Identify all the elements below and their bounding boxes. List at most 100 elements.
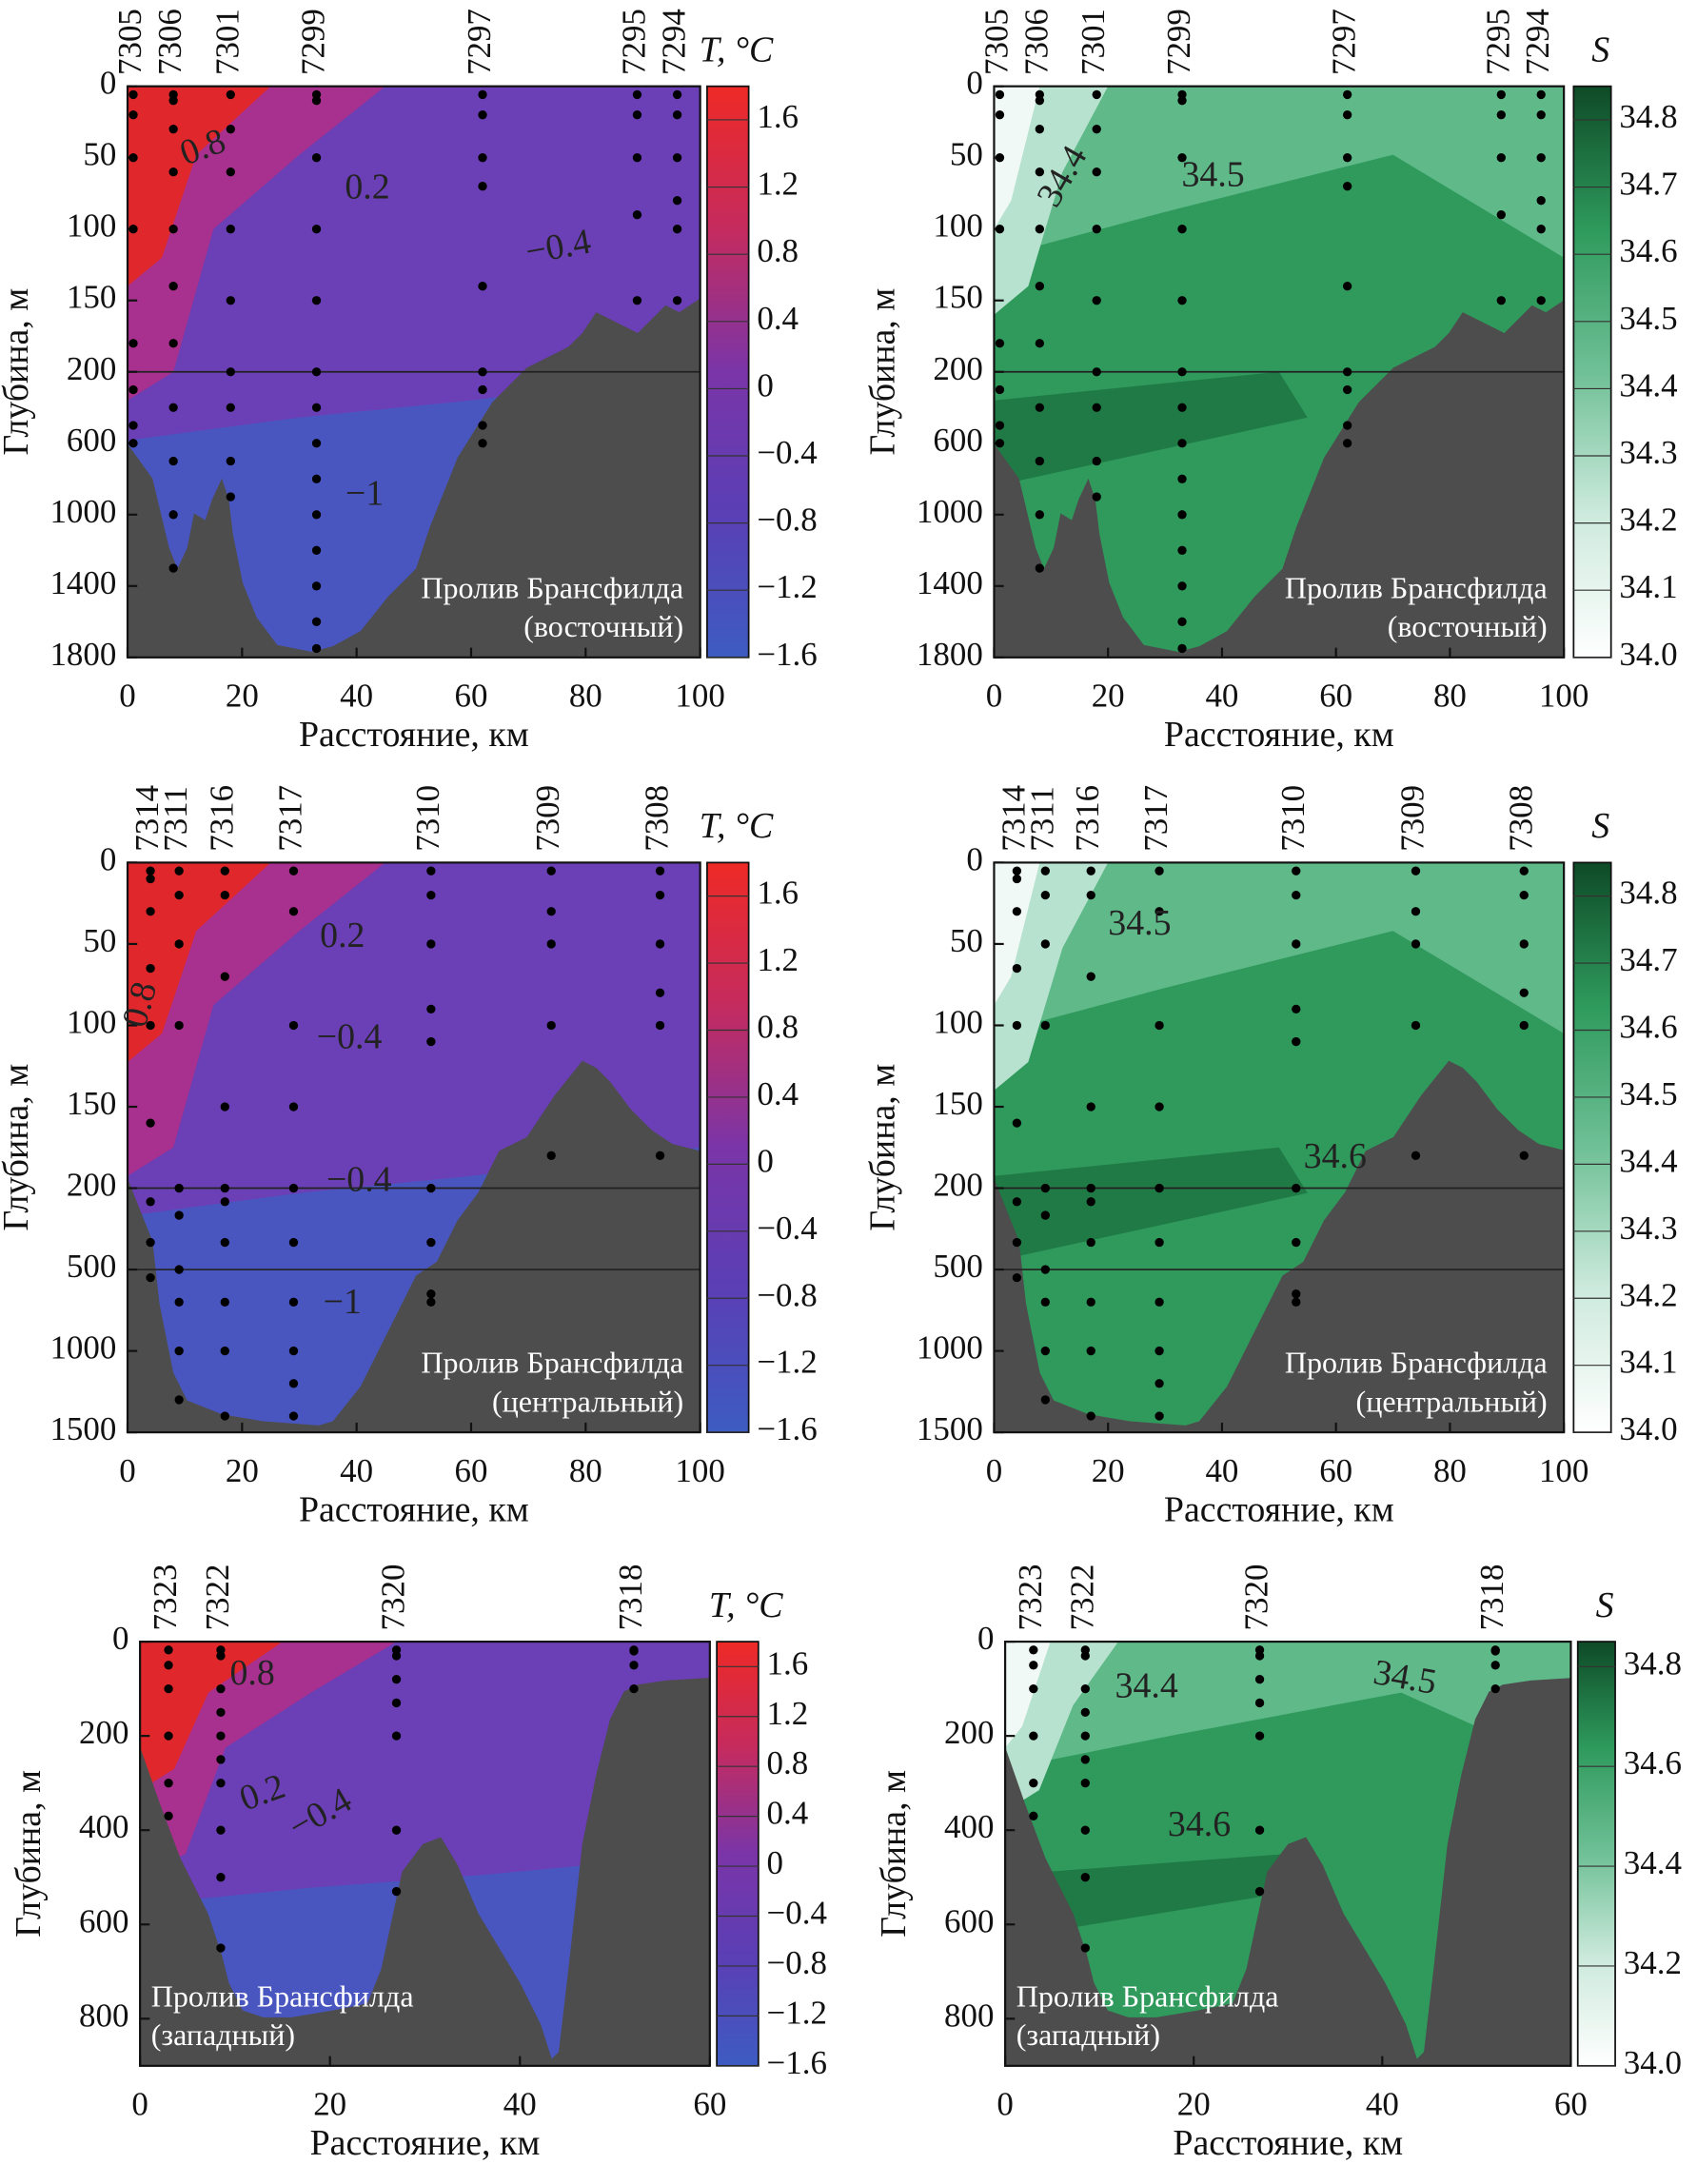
sample-point [1040, 1210, 1050, 1220]
plot-frame [126, 861, 701, 1434]
x-tick-label: 20 [1092, 678, 1125, 715]
sample-point [426, 866, 436, 876]
colorbar-tick-label: 34.7 [1619, 941, 1677, 978]
y-tick-label: 50 [950, 136, 983, 173]
sample-point [311, 474, 322, 483]
x-tick-label: 60 [1319, 1452, 1352, 1489]
sample-point [995, 439, 1005, 448]
sample-point [288, 1020, 299, 1031]
sample-point [1092, 296, 1101, 305]
sample-point [1536, 153, 1546, 163]
sample-point [1177, 581, 1187, 591]
plot-frame [993, 861, 1566, 1434]
sample-point [164, 1779, 173, 1788]
colorbar-tick-label: 34.8 [1619, 98, 1677, 135]
sample-point [216, 1873, 226, 1882]
sample-point [1536, 196, 1546, 206]
station-label: 7316 [203, 785, 240, 852]
sample-point [1029, 1645, 1038, 1655]
x-tick-label: 0 [119, 678, 135, 715]
sample-point [288, 1411, 299, 1421]
sample-point [128, 225, 138, 234]
sample-point [164, 1683, 173, 1694]
x-tick-label: 40 [340, 678, 373, 715]
field [994, 86, 1565, 658]
sample-point [995, 421, 1005, 430]
sample-point [1012, 1020, 1022, 1031]
x-tick-label: 80 [1433, 678, 1467, 715]
sample-point [1342, 89, 1352, 100]
station-label: 7308 [1502, 785, 1539, 852]
sample-point [1040, 1183, 1050, 1193]
sample-point [632, 210, 642, 220]
sample-point [1092, 125, 1101, 134]
sample-point [672, 153, 682, 163]
y-tick-label: 200 [79, 1714, 128, 1751]
y-tick-label: 1800 [49, 636, 116, 673]
y-tick-label: 0 [966, 65, 982, 102]
station-label: 7323 [147, 1564, 184, 1631]
sample-point [1254, 1698, 1265, 1708]
sample-point [174, 1346, 184, 1356]
sample-point [288, 1102, 299, 1112]
sample-point [391, 1731, 402, 1741]
x-tick-label: 100 [675, 1452, 724, 1489]
sample-point [1519, 1151, 1529, 1160]
sample-point [1490, 1646, 1500, 1656]
sample-point [546, 939, 556, 949]
sample-point [1411, 1020, 1421, 1031]
sample-point [1012, 907, 1022, 916]
sample-point [478, 384, 487, 395]
sample-point [478, 110, 487, 120]
station-label: 7301 [1075, 9, 1112, 75]
region-label: (центральный) [492, 1384, 683, 1418]
contour-label: 34.4 [1115, 1665, 1178, 1705]
x-tick-label: 0 [986, 678, 1002, 715]
colorbar-tick-label: −1.2 [767, 1994, 827, 2031]
colorbar [716, 1641, 760, 2067]
x-tick-label: 80 [569, 1452, 602, 1489]
seabed [994, 1060, 1565, 1433]
sample-point [546, 1151, 556, 1160]
colorbar-tick-label: −0.4 [757, 434, 817, 471]
y-tick-label: 1000 [49, 1329, 116, 1367]
sample-point [128, 110, 138, 120]
y-tick-label: 600 [79, 1902, 128, 1939]
x-tick-label: 60 [693, 2086, 726, 2123]
y-tick-label: 0 [977, 1620, 994, 1657]
field-region [140, 1642, 283, 1791]
y-tick-label: 1800 [917, 636, 983, 673]
y-axis-label: Глубина, м [874, 1770, 914, 1938]
y-tick-label: 150 [67, 279, 116, 316]
sample-point [1092, 367, 1101, 377]
sample-point [1177, 225, 1187, 234]
colorbar-tick-label: −1.6 [757, 1410, 817, 1447]
sample-point [226, 296, 235, 305]
y-tick-label: 1500 [917, 1410, 983, 1447]
sample-point [1080, 1873, 1090, 1882]
seabed [994, 300, 1565, 658]
region-label: Пролив Брансфилда [1285, 1346, 1548, 1380]
sample-point [1342, 282, 1352, 291]
sample-point [1342, 384, 1352, 395]
sample-point [128, 89, 138, 100]
station-label: 7318 [612, 1564, 649, 1631]
sample-point [226, 492, 235, 502]
sample-point [220, 1102, 229, 1112]
colorbar-tick-label: 1.2 [767, 1695, 809, 1732]
region-label: (восточный) [1388, 609, 1548, 643]
sample-point [672, 110, 682, 120]
y-tick-label: 500 [933, 1248, 982, 1285]
y-tick-label: 200 [67, 350, 116, 387]
sample-point [1040, 1020, 1050, 1031]
sample-point [1177, 403, 1187, 412]
sample-point [311, 510, 322, 520]
sample-point [216, 1943, 226, 1953]
station-label: 7305 [111, 9, 148, 75]
sample-point [1086, 866, 1095, 876]
sample-point [146, 1272, 155, 1283]
seabed [140, 1677, 710, 2066]
sample-point [164, 1731, 173, 1741]
sample-point [220, 972, 229, 981]
sample-point [426, 1036, 436, 1047]
